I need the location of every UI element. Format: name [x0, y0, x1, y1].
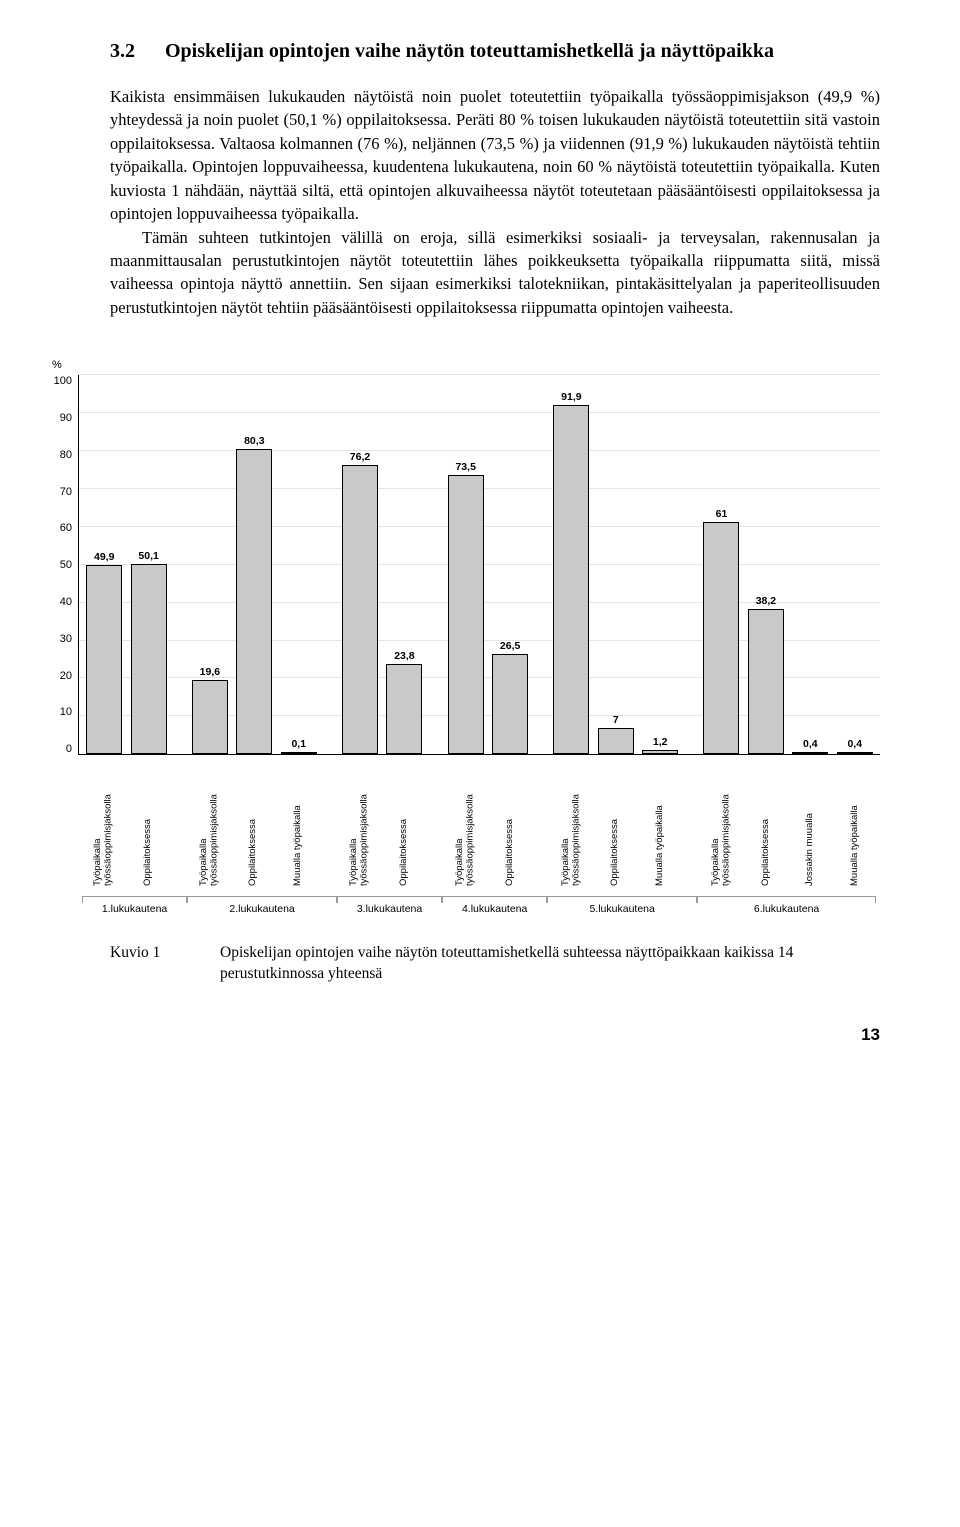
x-tick-label: Työpaikalla työssäoppimisjaksolla — [199, 761, 220, 886]
bar-value: 50,1 — [138, 550, 158, 562]
x-tick-label: Muualla työpaikalla — [850, 761, 860, 886]
bar-value: 26,5 — [500, 640, 520, 652]
x-tick-label: Oppilaitoksessa — [505, 761, 515, 886]
bar: 50,1 — [127, 550, 169, 754]
caption-text: Opiskelijan opintojen vaihe näytön toteu… — [220, 943, 880, 985]
bar-value: 0,4 — [803, 738, 818, 750]
bar-value: 0,1 — [291, 738, 306, 750]
bar: 76,2 — [339, 451, 381, 755]
y-axis-label: % — [52, 359, 880, 371]
x-tick-label: Työpaikalla työssäoppimisjaksolla — [93, 761, 114, 886]
y-tick: 20 — [60, 670, 72, 682]
section-number: 3.2 — [110, 40, 165, 63]
bar: 38,2 — [745, 595, 787, 754]
group-label: 1.lukukautena — [82, 896, 187, 915]
bar-value: 76,2 — [350, 451, 370, 463]
y-tick: 50 — [60, 559, 72, 571]
bar-value: 80,3 — [244, 435, 264, 447]
bar-value: 91,9 — [561, 391, 581, 403]
y-tick: 70 — [60, 486, 72, 498]
bar: 7 — [595, 714, 637, 755]
x-tick-label: Muualla työpaikalla — [293, 761, 303, 886]
bar: 80,3 — [233, 435, 275, 754]
x-tick-label: Oppilaitoksessa — [399, 761, 409, 886]
plot-area: 49,9 50,1 19,6 80,3 0,1 76,2 23,8 73,5 26,5 91,9 7… — [78, 375, 880, 755]
y-tick: 10 — [60, 706, 72, 718]
bar: 1,2 — [639, 736, 681, 755]
bar: 0,1 — [278, 738, 320, 754]
bar: 23,8 — [383, 650, 425, 754]
paragraph: Kaikista ensimmäisen lukukauden näytöist… — [110, 85, 880, 226]
group-label: 4.lukukautena — [442, 896, 547, 915]
group-labels: 1.lukukautena2.lukukautena3.lukukautena4… — [78, 896, 880, 915]
bar-value: 61 — [716, 508, 728, 520]
bar-value: 73,5 — [455, 461, 475, 473]
paragraph: Tämän suhteen tutkintojen välillä on ero… — [110, 226, 880, 320]
y-tick: 80 — [60, 449, 72, 461]
x-tick-label: Oppilaitoksessa — [143, 761, 153, 886]
bar: 26,5 — [489, 640, 531, 755]
y-tick: 90 — [60, 412, 72, 424]
y-tick: 30 — [60, 633, 72, 645]
y-tick: 100 — [54, 375, 72, 387]
bar-value: 1,2 — [653, 736, 668, 748]
bar-value: 19,6 — [200, 666, 220, 678]
bar-value: 49,9 — [94, 551, 114, 563]
x-tick-label: Jossakin muualla — [805, 761, 815, 886]
x-tick-label: Oppilaitoksessa — [610, 761, 620, 886]
x-tick-label: Työpaikalla työssäoppimisjaksolla — [455, 761, 476, 886]
page-number: 13 — [110, 1025, 880, 1045]
x-tick-label: Työpaikalla työssäoppimisjaksolla — [711, 761, 732, 886]
x-tick-label: Työpaikalla työssäoppimisjaksolla — [349, 761, 370, 886]
body-text: Kaikista ensimmäisen lukukauden näytöist… — [110, 85, 880, 319]
y-tick: 0 — [66, 743, 72, 755]
y-tick: 60 — [60, 522, 72, 534]
group-label: 3.lukukautena — [337, 896, 442, 915]
section-title: Opiskelijan opintojen vaihe näytön toteu… — [165, 40, 774, 63]
y-axis: 1009080706050403020100 — [50, 375, 78, 755]
bar-value: 7 — [613, 714, 619, 726]
y-tick: 40 — [60, 596, 72, 608]
bar: 73,5 — [444, 461, 486, 754]
bar: 49,9 — [83, 551, 125, 755]
bar: 0,4 — [834, 738, 876, 754]
bar-chart: % 1009080706050403020100 49,950,119,680,… — [50, 359, 880, 915]
bar-value: 38,2 — [756, 595, 776, 607]
bar: 19,6 — [189, 666, 231, 754]
bar-value: 0,4 — [847, 738, 862, 750]
x-tick-label: Oppilaitoksessa — [761, 761, 771, 886]
x-tick-label: Muualla työpaikalla — [655, 761, 665, 886]
x-tick-label: Oppilaitoksessa — [248, 761, 258, 886]
x-axis-labels: Työpaikalla työssäoppimisjaksolla Oppilai… — [78, 761, 880, 886]
bar: 61 — [700, 508, 742, 754]
group-label: 5.lukukautena — [547, 896, 697, 915]
bar: 0,4 — [789, 738, 831, 754]
bar: 91,9 — [550, 391, 592, 754]
figure-caption: Kuvio 1 Opiskelijan opintojen vaihe näyt… — [110, 943, 880, 985]
section-heading: 3.2 Opiskelijan opintojen vaihe näytön t… — [110, 40, 880, 63]
group-label: 2.lukukautena — [187, 896, 337, 915]
x-tick-label: Työpaikalla työssäoppimisjaksolla — [561, 761, 582, 886]
bar-value: 23,8 — [394, 650, 414, 662]
group-label: 6.lukukautena — [697, 896, 876, 915]
caption-label: Kuvio 1 — [110, 943, 220, 985]
